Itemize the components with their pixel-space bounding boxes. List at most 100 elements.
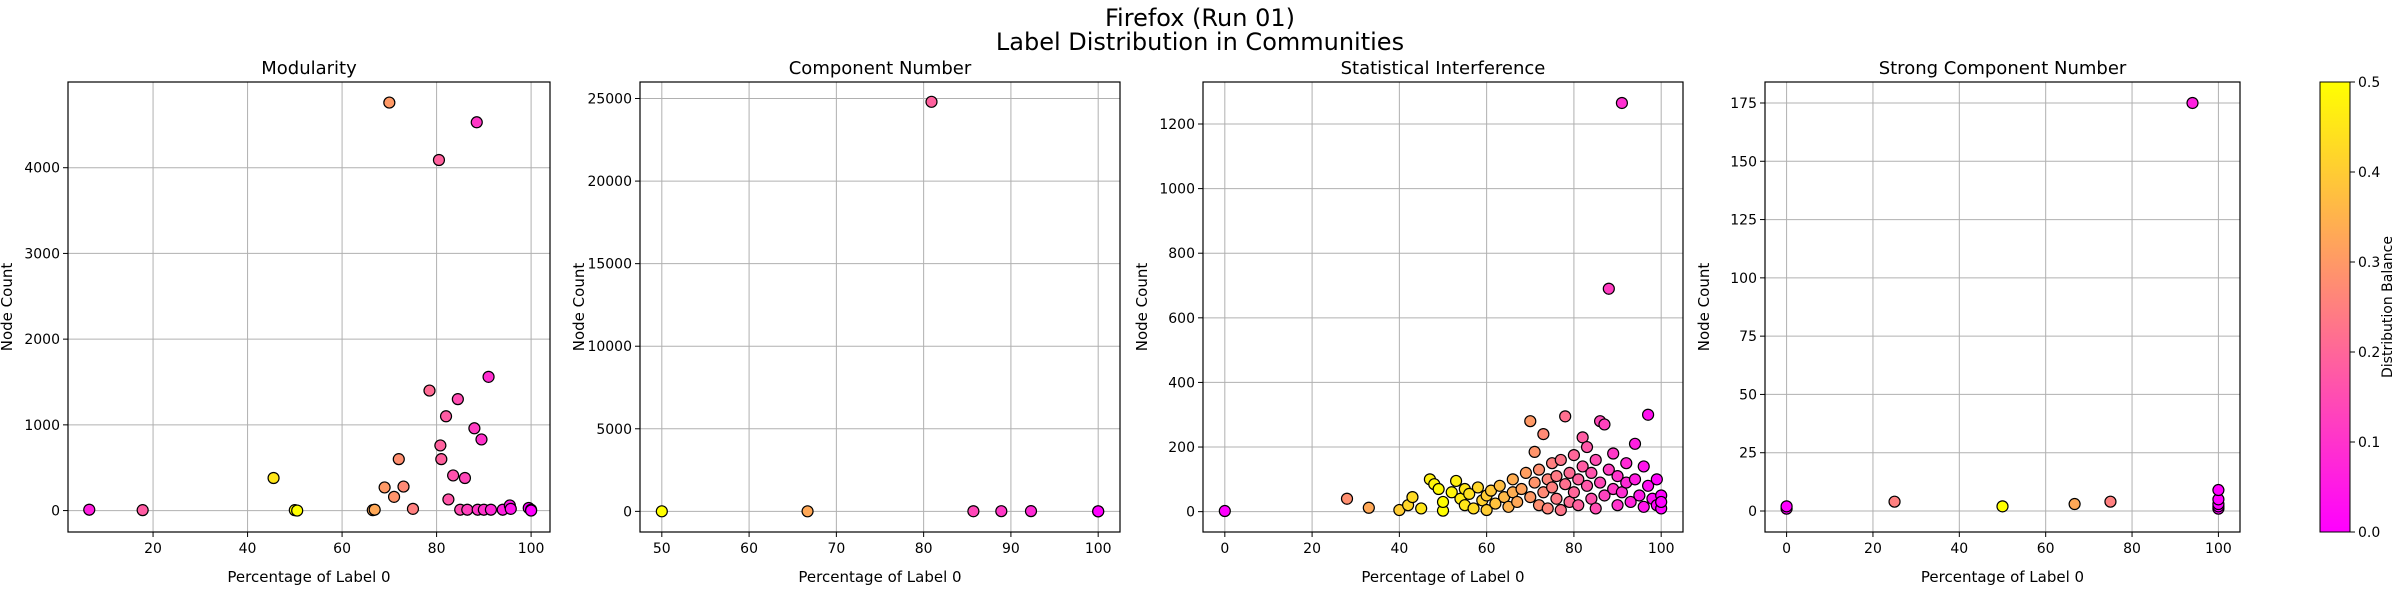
x-tick-label: 0: [1782, 541, 1791, 557]
data-point: [1598, 418, 1611, 431]
data-point: [1554, 453, 1567, 467]
y-axis-label: Node Count: [570, 263, 588, 352]
data-point: [136, 504, 149, 517]
data-point: [1602, 282, 1615, 295]
data-point: [1580, 479, 1594, 492]
axes-frame: [1202, 81, 1684, 533]
y-tick-label: 25: [1739, 446, 1757, 462]
data-point: [1628, 437, 1642, 450]
data-point: [1572, 499, 1585, 512]
data-point: [1554, 503, 1567, 517]
x-tick-label: 50: [653, 541, 671, 557]
data-point: [1598, 489, 1611, 502]
data-point: [470, 116, 483, 129]
x-tick-label: 90: [1002, 541, 1020, 557]
data-point: [1415, 502, 1428, 515]
x-tick-label: 20: [144, 541, 162, 557]
colorbar-tick-label: 0.3: [2358, 255, 2380, 271]
x-axis-label: Percentage of Label 0: [798, 568, 961, 586]
data-point: [1607, 447, 1620, 460]
y-tick-label: 600: [1168, 311, 1195, 327]
data-point: [1615, 96, 1629, 110]
data-point: [1650, 473, 1663, 486]
x-tick-label: 80: [1565, 541, 1583, 557]
data-point: [1611, 470, 1624, 483]
data-point: [1449, 474, 1463, 488]
axes-frame: [1764, 81, 2241, 533]
data-point: [406, 502, 420, 515]
data-point: [387, 490, 401, 503]
data-point: [468, 422, 481, 435]
x-tick-label: 60: [2037, 541, 2055, 557]
data-point: [504, 502, 517, 515]
data-point: [1559, 478, 1572, 491]
data-point: [1633, 489, 1646, 502]
x-tick-label: 60: [1478, 541, 1496, 557]
data-points: [1780, 96, 2225, 515]
data-point: [1628, 473, 1642, 486]
x-tick-label: 20: [1303, 541, 1321, 557]
figure-title-line2: Label Distribution in Communities: [996, 28, 1404, 56]
data-point: [383, 96, 396, 109]
data-point: [368, 503, 381, 516]
data-point: [484, 503, 498, 516]
x-tick-label: 70: [827, 541, 845, 557]
data-point: [655, 505, 668, 518]
data-point: [461, 503, 474, 516]
data-point: [1024, 505, 1038, 518]
data-point: [1445, 486, 1458, 499]
y-tick-label: 75: [1739, 329, 1757, 345]
y-tick-label: 400: [1168, 375, 1195, 391]
data-point: [378, 481, 391, 494]
data-point: [1567, 449, 1581, 462]
data-point: [434, 439, 447, 452]
data-point: [2104, 495, 2117, 508]
y-tick-label: 0: [623, 504, 632, 520]
data-point: [482, 370, 495, 383]
y-tick-label: 50: [1739, 387, 1757, 403]
colorbar-tick-label: 0.2: [2358, 345, 2380, 361]
subplot-title: Strong Component Number: [1879, 58, 2127, 79]
x-tick-label: 80: [428, 541, 446, 557]
data-point: [1620, 457, 1633, 470]
y-tick-label: 25000: [587, 92, 632, 108]
y-tick-label: 2000: [24, 332, 60, 348]
colorbar-label: Distribution Balance: [2380, 236, 2396, 378]
subplot-2: 50 60 70 80 90 100 0 5000 10000 15000 20000 25000 Co…: [570, 58, 1121, 586]
y-tick-label: 4000: [24, 161, 60, 177]
y-tick-label: 1000: [1159, 182, 1195, 198]
colorbar-ticks: 0.0 0.1 0.2 0.3 0.4 0.5: [2350, 75, 2380, 541]
data-point: [1515, 482, 1528, 496]
y-tick-label: 0: [51, 504, 60, 520]
colorbar-tick-label: 0.5: [2358, 75, 2380, 91]
data-point: [1580, 440, 1594, 454]
data-point: [1528, 445, 1541, 458]
subplots: 20 40 60 80 10001000200030004000ModularityPe…: [0, 58, 2241, 586]
x-axis-label: Percentage of Label 0: [1921, 568, 2084, 586]
x-tick-label: 80: [915, 541, 933, 557]
data-point: [1602, 463, 1615, 476]
data-point: [1537, 428, 1550, 441]
data-point: [458, 471, 472, 485]
data-point: [432, 153, 446, 167]
data-point: [1637, 500, 1650, 513]
subplot-4: 0 20 40 60 80 100 0 25 50 75 100 125 150 175 Strong Co…: [1695, 58, 2241, 586]
figure-title-line1: Firefox (Run 01): [1105, 4, 1295, 32]
data-point: [83, 503, 96, 516]
x-tick-label: 60: [333, 541, 351, 557]
y-tick-label: 200: [1168, 440, 1195, 456]
x-tick-label: 100: [1085, 541, 1112, 557]
data-point: [1092, 505, 1105, 518]
x-tick-label: 40: [239, 541, 257, 557]
data-point: [1780, 500, 1793, 513]
x-tick-label: 40: [1950, 541, 1968, 557]
data-point: [1589, 453, 1602, 467]
data-points: [83, 96, 538, 517]
data-point: [1493, 479, 1506, 492]
data-point: [267, 471, 280, 485]
data-point: [397, 480, 410, 493]
x-tick-label: 40: [1390, 541, 1408, 557]
subplot-3: 0 20 40 60 80 100020040060080010001200Statist…: [1133, 58, 1684, 586]
y-tick-label: 800: [1168, 246, 1195, 262]
